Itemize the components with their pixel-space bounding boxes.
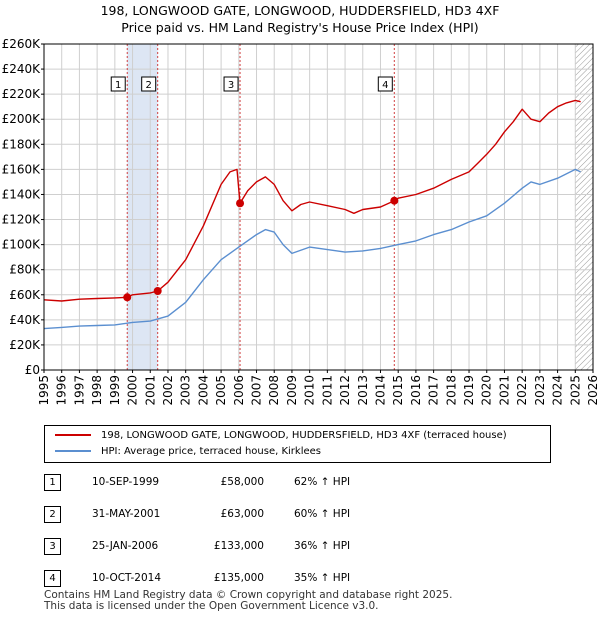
y-tick-label: £160K	[2, 162, 42, 176]
footer-copyright: Contains HM Land Registry data © Crown c…	[44, 589, 453, 601]
x-tick-label: 1997	[72, 375, 86, 406]
forecast-hatch	[575, 44, 593, 370]
legend-swatch-price	[55, 434, 91, 436]
legend: 198, LONGWOOD GATE, LONGWOOD, HUDDERSFIE…	[44, 425, 551, 463]
x-tick-label: 2018	[444, 375, 458, 406]
x-tick-label: 2014	[373, 375, 387, 406]
x-tick-label: 2020	[480, 375, 494, 406]
sale-label-box	[377, 76, 393, 92]
x-tick-label: 2026	[586, 375, 600, 406]
x-tick-label: 2002	[161, 375, 175, 406]
x-tick-label: 2010	[303, 375, 317, 406]
sale-price: £135,000	[213, 572, 264, 584]
sale-label: 1	[115, 80, 121, 91]
sale-number: 1	[44, 474, 61, 491]
chart-title-line2: Price paid vs. HM Land Registry's House …	[121, 20, 479, 35]
y-tick-label: £100K	[2, 238, 42, 252]
y-tick-label: £60K	[9, 288, 41, 302]
y-tick-label: £240K	[2, 62, 42, 76]
y-tick-label: £260K	[2, 37, 42, 51]
x-tick-label: 2011	[320, 375, 334, 406]
sale-price: £63,000	[220, 508, 264, 520]
sale-number: 2	[44, 506, 61, 523]
x-tick-label: 2009	[285, 375, 299, 406]
footer: Contains HM Land Registry data © Crown c…	[44, 590, 452, 612]
sale-label-box	[141, 76, 157, 92]
sale-hpi-change: 62% ↑ HPI	[294, 476, 351, 488]
x-tick-label: 2003	[179, 375, 193, 406]
sale-label: 2	[146, 80, 152, 91]
x-tick-label: 2025	[568, 375, 582, 406]
x-tick-label: 1996	[55, 375, 69, 406]
sale-point	[153, 287, 162, 296]
y-tick-label: £120K	[2, 213, 42, 227]
y-tick-label: £140K	[2, 187, 42, 201]
sale-point	[390, 196, 399, 205]
plot-area	[44, 44, 593, 370]
sale-row-4: 4 10-OCT-2014 £135,000 35% ↑ HPI	[44, 570, 444, 588]
sale-label: 4	[382, 80, 388, 91]
legend-label-hpi: HPI: Average price, terraced house, Kirk…	[101, 446, 322, 457]
x-tick-label: 2005	[214, 375, 228, 406]
x-tick-label: 2022	[515, 375, 529, 406]
x-tick-label: 2024	[551, 375, 565, 406]
sale-date: 10-OCT-2014	[92, 572, 161, 584]
x-tick-label: 2000	[126, 375, 140, 406]
sale-row-2: 2 31-MAY-2001 £63,000 60% ↑ HPI	[44, 506, 444, 524]
x-tick-label: 2004	[196, 375, 210, 406]
y-tick-label: £220K	[2, 87, 42, 101]
sale-point	[236, 199, 245, 208]
sale-label-box	[110, 76, 126, 92]
sale-row-3: 3 25-JAN-2006 £133,000 36% ↑ HPI	[44, 538, 444, 556]
y-tick-label: £80K	[9, 263, 41, 277]
x-tick-label: 1999	[108, 375, 122, 406]
sale-price: £133,000	[213, 540, 264, 552]
sale-row-1: 1 10-SEP-1999 £58,000 62% ↑ HPI	[44, 474, 444, 492]
x-tick-label: 2007	[250, 375, 264, 406]
sale-hpi-change: 36% ↑ HPI	[294, 540, 351, 552]
x-tick-label: 2016	[409, 375, 423, 406]
price-chart: 1 2 3 4 £0 £20K £40K £60K £80K £100K £120K £140K £1…	[2, 37, 600, 406]
y-tick-label: £40K	[9, 313, 41, 327]
legend-item-price: 198, LONGWOOD GATE, LONGWOOD, HUDDERSFIE…	[55, 429, 507, 443]
x-tick-label: 2013	[356, 375, 370, 406]
y-tick-label: £200K	[2, 112, 42, 126]
x-tick-label: 2015	[391, 375, 405, 406]
x-tick-label: 2006	[232, 375, 246, 406]
x-tick-label: 2023	[533, 375, 547, 406]
chart-title-line1: 198, LONGWOOD GATE, LONGWOOD, HUDDERSFIE…	[100, 3, 500, 18]
sale-date: 31-MAY-2001	[92, 508, 161, 520]
sale-number: 4	[44, 570, 61, 587]
y-tick-label: £180K	[2, 137, 42, 151]
sale-label-box	[223, 76, 239, 92]
footer-licence: This data is licensed under the Open Gov…	[44, 600, 379, 612]
x-tick-label: 1998	[90, 375, 104, 406]
x-tick-label: 2008	[267, 375, 281, 406]
legend-label-price: 198, LONGWOOD GATE, LONGWOOD, HUDDERSFIE…	[101, 430, 507, 441]
sale-price: £58,000	[220, 476, 264, 488]
x-tick-label: 2012	[338, 375, 352, 406]
sale-hpi-change: 35% ↑ HPI	[294, 572, 351, 584]
hpi-line	[43, 168, 581, 330]
x-tick-label: 2017	[427, 375, 441, 406]
sale-hpi-change: 60% ↑ HPI	[294, 508, 351, 520]
sale-label: 3	[228, 80, 234, 91]
plot-frame	[43, 43, 594, 371]
x-tick-label: 2019	[462, 375, 476, 406]
chart-title: 198, LONGWOOD GATE, LONGWOOD, HUDDERSFIE…	[0, 2, 600, 36]
y-tick-label: £0	[25, 363, 40, 377]
sale-point	[123, 293, 132, 302]
sale-date: 10-SEP-1999	[92, 476, 160, 488]
y-tick-label: £20K	[9, 338, 41, 352]
sale-number: 3	[44, 538, 61, 555]
x-tick-label: 1995	[37, 375, 51, 406]
x-tick-label: 2021	[497, 375, 511, 406]
legend-swatch-hpi	[55, 450, 91, 452]
legend-item-hpi: HPI: Average price, terraced house, Kirk…	[55, 445, 321, 459]
sale-date: 25-JAN-2006	[92, 540, 159, 552]
x-tick-label: 2001	[143, 375, 157, 406]
